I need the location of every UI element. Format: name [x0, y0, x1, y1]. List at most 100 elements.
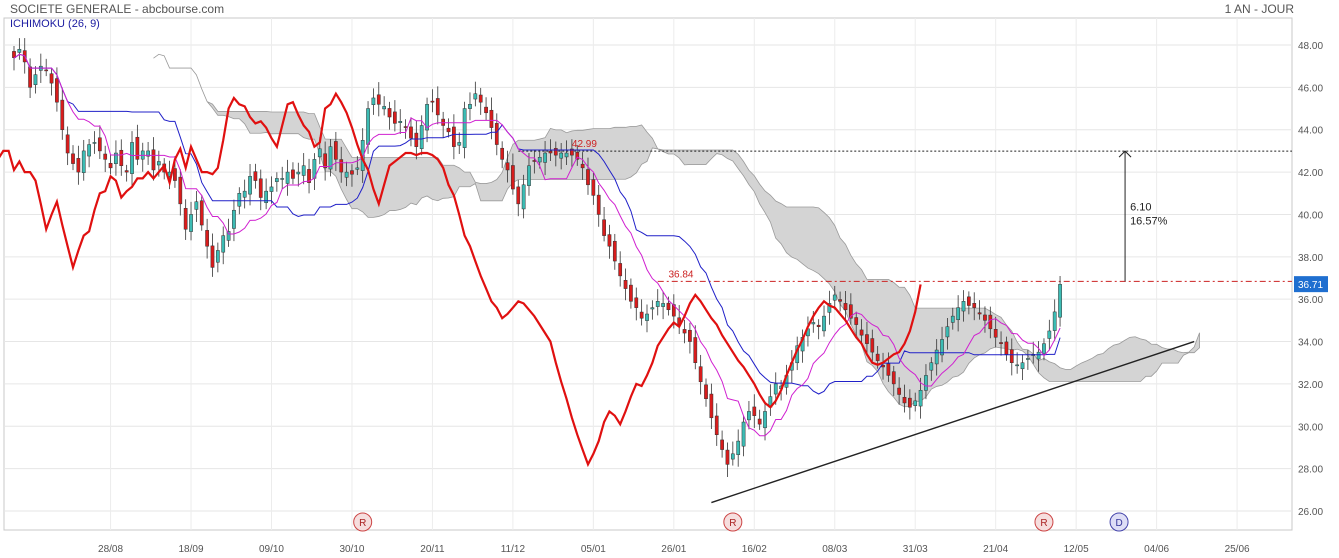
candle-up	[650, 307, 655, 310]
chikou-line	[0, 91, 922, 468]
candle-down	[435, 98, 440, 116]
candle-down	[55, 78, 59, 103]
candle-down	[757, 418, 762, 425]
candle-down	[403, 126, 408, 128]
candle-down	[891, 371, 896, 385]
ichimoku-lines	[0, 53, 1061, 468]
candle-up	[811, 322, 816, 325]
candle-down	[199, 200, 204, 226]
candle-down	[602, 219, 606, 236]
candle-up	[537, 157, 542, 163]
axes: 48.00 46.00 44.00 42.00 40.00 38.00 36.00 34.00…	[98, 41, 1323, 555]
candle-up	[661, 303, 665, 307]
gap-percent: 16.57%	[1130, 215, 1168, 227]
candle-up	[269, 186, 274, 192]
candle-down	[124, 170, 129, 173]
candle-up	[457, 142, 462, 146]
x-tick-label: 16/02	[742, 544, 767, 555]
y-tick-label: 30.00	[1298, 422, 1323, 433]
candle-down	[548, 150, 553, 154]
candle-down	[430, 100, 435, 103]
candle-down	[1004, 341, 1009, 355]
candle-down	[553, 148, 558, 156]
candle-up	[747, 411, 751, 421]
marker-label: R	[729, 518, 736, 529]
x-tick-label: 12/05	[1064, 544, 1089, 555]
candle-down	[580, 163, 585, 169]
ichimoku-cloud	[153, 53, 1200, 408]
candle-up	[462, 108, 467, 148]
candle-down	[623, 280, 628, 289]
candle-up	[33, 74, 38, 85]
chart-title: SOCIETE GENERALE - abcbourse.com	[10, 2, 225, 16]
x-tick-label: 26/01	[661, 544, 686, 555]
candle-down	[972, 303, 977, 308]
x-tick-label: 08/03	[822, 544, 847, 555]
candle-down	[870, 338, 875, 353]
candle-down	[714, 415, 719, 435]
candle-down	[886, 363, 891, 376]
candle-down	[484, 106, 488, 114]
candle-down	[639, 311, 644, 319]
y-tick-label: 48.00	[1298, 41, 1323, 52]
candle-up	[1042, 343, 1046, 355]
candle-up	[419, 125, 424, 149]
candle-up	[81, 150, 86, 173]
tenkan-line	[13, 53, 1061, 437]
candle-down	[500, 147, 505, 160]
candle-up	[956, 307, 960, 320]
y-tick-label: 28.00	[1298, 465, 1323, 476]
candle-up	[924, 375, 928, 391]
candle-down	[489, 109, 494, 128]
candle-up	[296, 171, 301, 175]
candle-down	[993, 329, 998, 338]
candle-down	[725, 449, 730, 465]
candle-up	[237, 193, 242, 207]
x-tick-label: 04/06	[1144, 544, 1169, 555]
x-tick-label: 20/11	[420, 544, 445, 555]
candle-up	[87, 144, 91, 157]
candle-up	[1036, 351, 1041, 360]
candle-down	[902, 396, 907, 404]
candle-up	[521, 184, 526, 210]
candle-up	[371, 97, 376, 105]
candle-down	[629, 284, 633, 302]
candle-down	[205, 230, 209, 247]
price-levels	[518, 150, 1292, 282]
candle-down	[516, 186, 521, 205]
candle-down	[570, 148, 574, 156]
candle-up	[328, 146, 333, 170]
candle-down	[682, 329, 687, 334]
x-tick-label: 25/06	[1225, 544, 1250, 555]
candle-down	[967, 296, 971, 306]
candle-up	[940, 339, 944, 356]
candle-up	[130, 142, 134, 174]
candle-up	[366, 108, 370, 145]
candle-up	[398, 121, 403, 123]
candle-down	[843, 303, 848, 311]
candles	[12, 38, 1062, 478]
candle-up	[355, 167, 360, 170]
candle-down	[983, 314, 987, 321]
candle-down	[253, 171, 258, 181]
plot-frame	[3, 17, 1293, 531]
x-tick-label: 05/01	[581, 544, 606, 555]
candle-up	[242, 190, 247, 198]
last-price-label: 36.71	[1298, 280, 1323, 291]
candle-down	[478, 94, 483, 103]
candle-down	[977, 312, 982, 315]
x-tick-label: 11/12	[501, 544, 526, 555]
candle-up	[1058, 284, 1062, 318]
candle-down	[210, 245, 215, 268]
candle-down	[97, 137, 102, 152]
candle-up	[344, 171, 349, 178]
candle-up	[317, 148, 322, 158]
marker-label: R	[359, 518, 366, 529]
x-tick-label: 28/08	[98, 544, 123, 555]
x-tick-label: 09/10	[259, 544, 284, 555]
candle-down	[119, 149, 124, 166]
candle-down	[387, 108, 392, 118]
y-tick-label: 38.00	[1298, 253, 1323, 264]
candle-up	[92, 142, 97, 144]
candle-down	[350, 170, 354, 175]
